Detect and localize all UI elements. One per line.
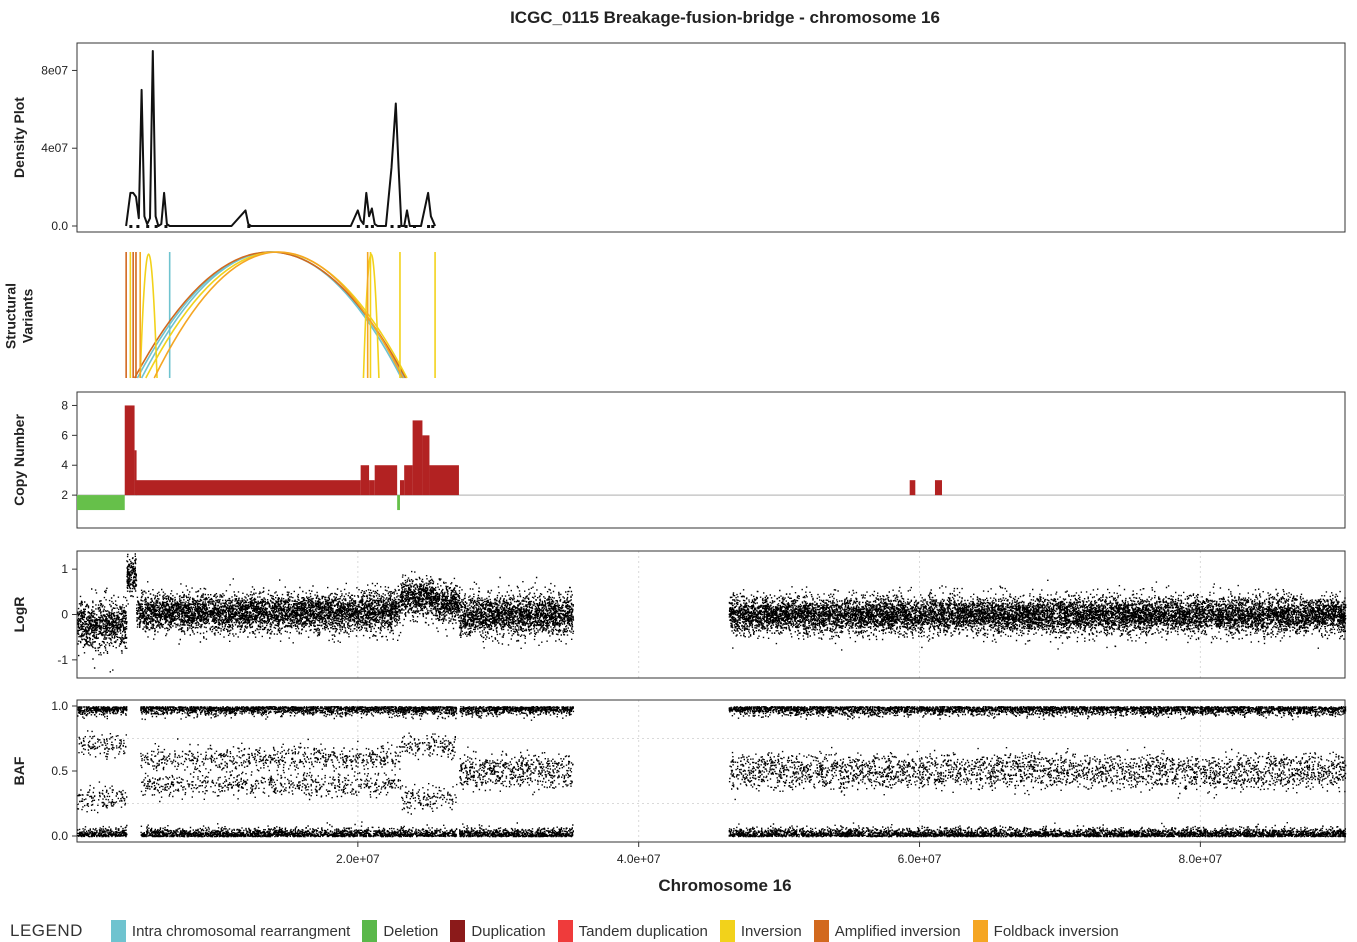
sv-arc <box>139 253 158 379</box>
legend-item-deletion: Deletion <box>362 920 438 942</box>
y-tick-label: 0.0 <box>51 829 68 843</box>
panel-frame <box>76 42 1346 233</box>
legend-item-amplified-inversion: Amplified inversion <box>813 920 961 942</box>
legend-item-tandem-duplication: Tandem duplication <box>557 920 708 942</box>
density-rug-mark <box>164 225 168 228</box>
sv-arc <box>140 251 403 379</box>
y-tick-label: 4 <box>61 458 68 472</box>
copy-number-loss-segment <box>397 495 400 511</box>
density-rug-mark <box>413 225 417 228</box>
density-rug-mark <box>154 225 158 228</box>
legend-item-intra: Intra chromosomal rearrangment <box>110 920 351 942</box>
legend-label: Amplified inversion <box>834 922 961 940</box>
legend-label: Duplication <box>471 922 546 940</box>
density-rug-mark <box>356 225 360 228</box>
y-tick-label: 8 <box>61 398 68 412</box>
legend-swatch <box>362 920 378 942</box>
copy-number-gain-segment <box>934 480 942 496</box>
y-tick-label: 8e07 <box>41 63 68 77</box>
copy-number-gain-segment <box>412 420 423 496</box>
legend-item-foldback-inversion: Foldback inversion <box>972 920 1119 942</box>
legend-label: Intra chromosomal rearrangment <box>131 922 351 940</box>
panel-frame <box>76 391 1346 529</box>
density-rug-mark <box>427 225 431 228</box>
density-rug-mark <box>146 225 150 228</box>
legend-title: LEGEND <box>10 921 83 940</box>
y-tick-label: 0 <box>61 608 68 622</box>
x-tick-label: 2.0e+07 <box>336 852 380 866</box>
logr-point-cloud <box>77 553 1347 673</box>
copy-number-gain-segment <box>124 405 135 496</box>
density-rug-mark <box>247 225 251 228</box>
panel-frame <box>76 699 1346 843</box>
legend-label: Inversion <box>740 922 802 940</box>
y-axis-label: Variants <box>20 289 36 344</box>
x-axis-label: Chromosome 16 <box>658 876 792 895</box>
y-tick-label: 0.0 <box>51 219 68 233</box>
y-tick-label: 6 <box>61 428 68 442</box>
copy-number-gain-segment <box>134 450 137 496</box>
y-axis-label: Structural <box>3 283 19 349</box>
legend-swatch <box>557 920 573 942</box>
legend-swatch <box>719 920 735 942</box>
copy-number-gain-segment <box>360 465 370 496</box>
legend-item-inversion: Inversion <box>719 920 802 942</box>
y-tick-label: 4e07 <box>41 141 68 155</box>
y-tick-label: 1 <box>61 562 68 576</box>
copy-number-gain-segment <box>374 465 398 496</box>
y-axis-label: Density Plot <box>11 97 27 178</box>
y-tick-label: -1 <box>57 653 68 667</box>
legend-swatch <box>450 920 466 942</box>
chart-title: ICGC_0115 Breakage-fusion-bridge - chrom… <box>510 8 940 27</box>
y-axis-label: BAF <box>11 756 27 785</box>
sv-arc <box>133 251 407 379</box>
legend-label: Tandem duplication <box>578 922 708 940</box>
density-rug-mark <box>136 225 140 228</box>
x-tick-label: 8.0e+07 <box>1179 852 1223 866</box>
copy-number-gain-segment <box>404 465 413 496</box>
density-rug-mark <box>365 225 369 228</box>
logr-points <box>77 553 1347 673</box>
y-tick-label: 1.0 <box>51 699 68 713</box>
copy-number-gain-segment <box>422 435 430 496</box>
density-line <box>125 50 437 227</box>
y-axis-label: Copy Number <box>11 414 27 506</box>
baf-point-cloud <box>77 706 1347 838</box>
density-rug-mark <box>431 225 435 228</box>
y-tick-label: 0.5 <box>51 764 68 778</box>
legend-item-duplication: Duplication <box>450 920 546 942</box>
density-rug-mark <box>129 225 133 228</box>
density-rug-mark <box>404 225 408 228</box>
legend-swatch <box>972 920 988 942</box>
y-axis-label: LogR <box>11 597 27 633</box>
copy-number-gain-segment <box>399 480 405 496</box>
legend: LEGEND Intra chromosomal rearrangment De… <box>10 920 1131 942</box>
density-rug-mark <box>397 225 401 228</box>
legend-swatch <box>813 920 829 942</box>
density-rug-mark <box>370 225 374 228</box>
legend-swatch <box>110 920 126 942</box>
legend-label: Deletion <box>383 922 439 940</box>
copy-number-gain-segment <box>135 480 361 496</box>
legend-label: Foldback inversion <box>993 922 1119 940</box>
sv-arc <box>362 253 380 379</box>
sv-arc <box>153 251 404 379</box>
copy-number-gain-segment <box>429 465 459 496</box>
copy-number-gain-segment <box>909 480 916 496</box>
x-tick-label: 6.0e+07 <box>898 852 942 866</box>
density-rug-mark <box>390 225 394 228</box>
copy-number-gain-segment <box>369 480 375 496</box>
x-tick-label: 4.0e+07 <box>617 852 661 866</box>
copy-number-loss-segment <box>77 495 125 511</box>
y-tick-label: 2 <box>61 488 68 502</box>
baf-points <box>77 706 1347 838</box>
